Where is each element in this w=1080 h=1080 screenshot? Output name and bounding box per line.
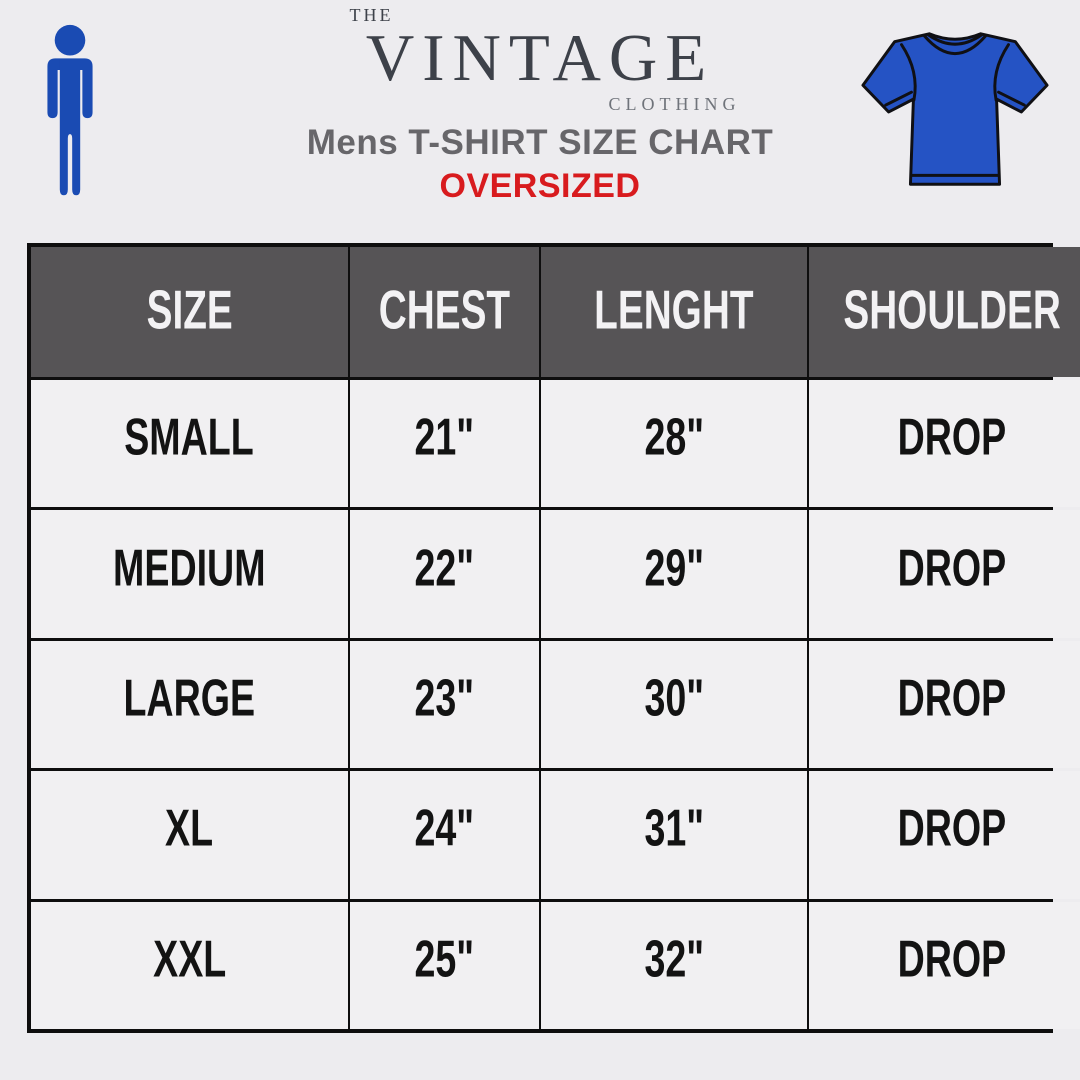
header-cell-length: LENGHT <box>540 247 807 377</box>
brand-name: VINTAGE <box>365 21 715 95</box>
chest-value: 21" <box>414 407 475 466</box>
chest-value: 24" <box>414 798 475 858</box>
size-value: LARGE <box>123 668 256 727</box>
header-label: LENGHT <box>594 278 754 340</box>
header-label: SHOULDER <box>842 278 1061 340</box>
row-small-shoulder: DROP <box>808 380 1080 508</box>
brand-subtitle: CLOTHING <box>608 94 741 115</box>
header-label: SIZE <box>146 278 233 340</box>
chest-value: 23" <box>414 668 475 727</box>
row-large-chest: 23" <box>349 640 539 769</box>
row-medium-shoulder: DROP <box>808 510 1080 638</box>
shoulder-value: DROP <box>897 407 1007 466</box>
chest-value: 25" <box>414 929 475 988</box>
row-medium-length: 29" <box>540 510 807 638</box>
row-xxl-chest: 25" <box>349 901 539 1029</box>
row-large-length: 30" <box>540 640 807 769</box>
shoulder-value: DROP <box>897 668 1007 727</box>
header-label: CHEST <box>378 278 510 340</box>
row-xxl-shoulder: DROP <box>808 901 1080 1029</box>
row-xl-length: 31" <box>540 771 807 899</box>
header-cell-shoulder: SHOULDER <box>808 247 1080 377</box>
row-small-size: SMALL <box>31 380 348 508</box>
shoulder-value: DROP <box>897 537 1007 597</box>
row-xl-size: XL <box>31 771 348 899</box>
row-xxl-size: XXL <box>31 901 348 1029</box>
row-small-chest: 21" <box>349 380 539 508</box>
size-value: MEDIUM <box>113 537 266 597</box>
row-large-shoulder: DROP <box>808 640 1080 769</box>
shoulder-value: DROP <box>897 929 1007 988</box>
shoulder-value: DROP <box>897 798 1007 858</box>
page-title: Mens T-SHIRT SIZE CHART <box>306 123 774 163</box>
row-xl-chest: 24" <box>349 771 539 899</box>
length-value: 28" <box>643 407 704 466</box>
male-person-icon <box>47 24 93 196</box>
page-subtitle: OVERSIZED <box>439 166 641 205</box>
length-value: 30" <box>643 668 704 727</box>
row-small-length: 28" <box>540 380 807 508</box>
size-value: XXL <box>152 929 226 988</box>
brand-wordmark: THE VINTAGE CLOTHING <box>338 6 743 113</box>
header-block: THE VINTAGE CLOTHING Mens T-SHIRT SIZE C… <box>0 6 1080 205</box>
size-value: XL <box>165 798 214 858</box>
length-value: 31" <box>643 798 704 858</box>
header-cell-size: SIZE <box>31 247 348 377</box>
size-chart-table: SIZE CHEST LENGHT SHOULDER SMALL 21" 28"… <box>27 243 1080 1033</box>
row-xxl-length: 32" <box>540 901 807 1029</box>
chest-value: 22" <box>414 537 475 597</box>
brand-the: THE <box>349 5 394 25</box>
header-cell-chest: CHEST <box>349 247 539 377</box>
row-xl-shoulder: DROP <box>808 771 1080 899</box>
tshirt-icon <box>861 32 1049 186</box>
size-value: SMALL <box>124 407 255 466</box>
length-value: 32" <box>643 929 704 988</box>
row-large-size: LARGE <box>31 640 348 769</box>
row-medium-chest: 22" <box>349 510 539 638</box>
length-value: 29" <box>643 537 704 597</box>
row-medium-size: MEDIUM <box>31 510 348 638</box>
